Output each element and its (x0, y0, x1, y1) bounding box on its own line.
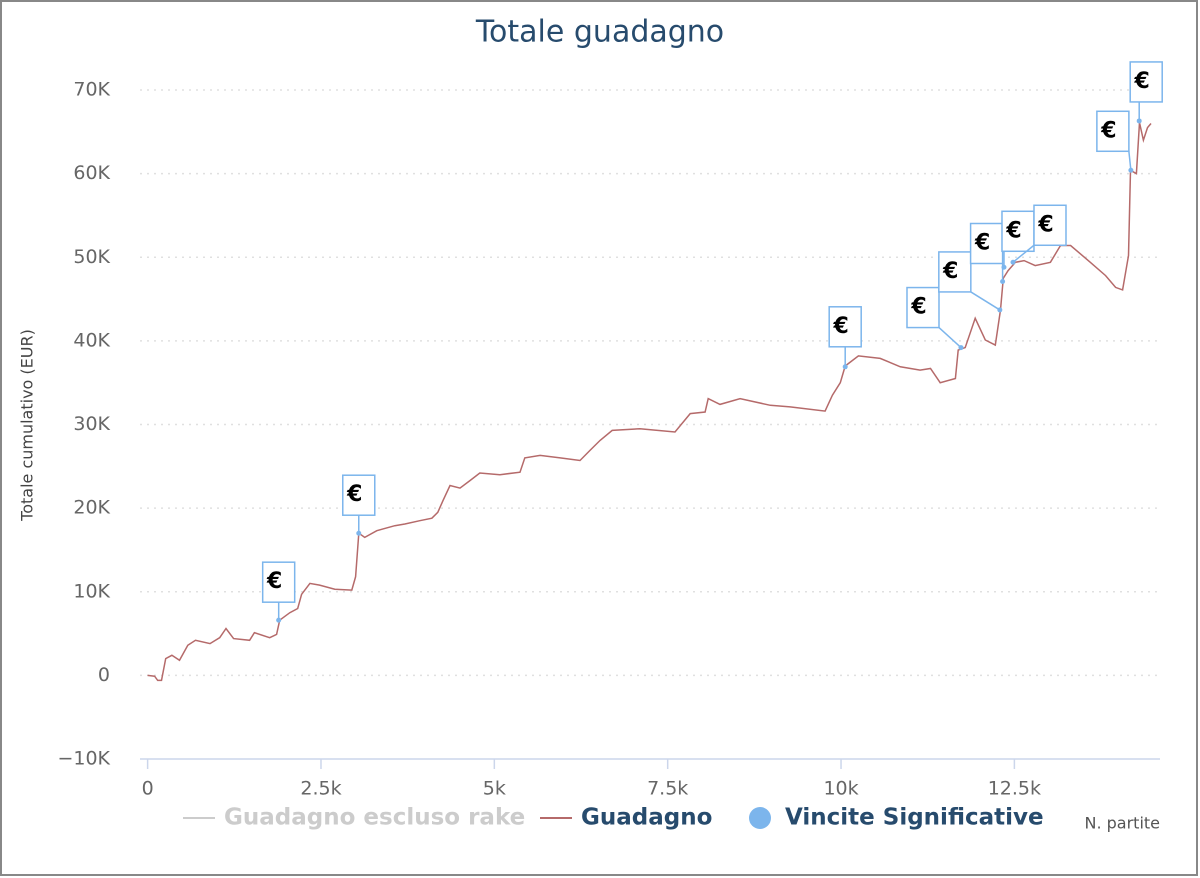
y-tick-label: 10K (73, 580, 110, 602)
flag-point (1000, 279, 1006, 285)
y-tick-label: −10K (57, 748, 110, 770)
y-tick-label: 0 (98, 664, 110, 686)
flag-label: € (1005, 218, 1021, 243)
flag-point (1001, 264, 1007, 270)
flag-label: € (910, 295, 926, 320)
flag-connector (1128, 151, 1132, 171)
flag (1001, 210, 1035, 253)
flag-point (997, 307, 1003, 313)
flag-point (356, 530, 362, 536)
flag-connector (1012, 244, 1035, 263)
y-tick-label: 20K (73, 497, 110, 519)
flag-label: € (942, 259, 958, 284)
flag-label: € (974, 231, 990, 256)
legend-symbol (749, 807, 771, 829)
flag (906, 286, 940, 329)
flag (1033, 204, 1067, 247)
x-tick-label: 0 (142, 778, 154, 800)
flag-label: € (266, 569, 282, 594)
flag-label: € (1100, 118, 1116, 143)
flag (261, 561, 296, 603)
chart-title: Totale guadagno (475, 15, 724, 50)
flag-point (1128, 167, 1134, 173)
x-tick-label: 10k (823, 778, 858, 800)
flag (342, 474, 376, 516)
flag-label: € (346, 482, 362, 507)
y-tick-label: 60K (73, 162, 110, 184)
x-tick-label: 5k (483, 778, 506, 800)
flag (1096, 110, 1130, 153)
flag (969, 222, 1004, 265)
legend-label[interactable]: Guadagno (581, 805, 712, 831)
flag-point (1010, 259, 1016, 265)
flag-connector (970, 291, 1001, 311)
flag-label: € (833, 314, 849, 339)
x-tick-label: 7.5k (647, 778, 688, 800)
x-tick-label: 2.5k (300, 778, 341, 800)
flag-point (276, 617, 282, 623)
legend-label[interactable]: Guadagno escluso rake (224, 805, 525, 831)
flag (1129, 61, 1163, 103)
flag-connector (938, 327, 962, 349)
y-tick-label: 70K (73, 79, 110, 101)
y-tick-label: 30K (73, 413, 110, 435)
flag-point (1136, 118, 1142, 124)
flag (938, 251, 972, 293)
y-axis-title: Totale cumulativo (EUR) (18, 329, 37, 522)
flag-point (842, 364, 848, 370)
flag-label: € (1037, 212, 1053, 237)
line (147, 122, 1152, 682)
flag-label: € (1134, 69, 1150, 94)
y-tick-label: 50K (73, 246, 110, 268)
x-axis-title: N. partite (1084, 814, 1160, 833)
flag (828, 306, 862, 348)
legend-label[interactable]: Vincite Significative (785, 805, 1044, 831)
y-tick-label: 40K (73, 329, 110, 351)
flag-point (958, 345, 964, 351)
x-tick-label: 12.5k (988, 778, 1041, 800)
